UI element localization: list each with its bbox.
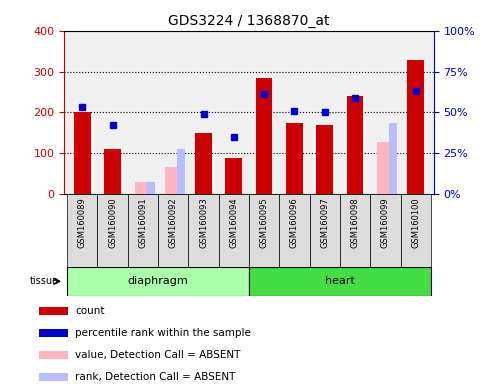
Text: tissue: tissue [30, 276, 59, 286]
Text: diaphragm: diaphragm [128, 276, 188, 286]
Bar [135, 192, 151, 194]
Text: GSM160094: GSM160094 [229, 198, 238, 248]
Text: count: count [75, 306, 105, 316]
Bar [286, 122, 303, 194]
Text: GSM160092: GSM160092 [169, 198, 177, 248]
Bar [176, 149, 185, 194]
Text: GSM160096: GSM160096 [290, 198, 299, 248]
Bar [310, 194, 340, 267]
Text: GSM160093: GSM160093 [199, 198, 208, 248]
Bar [165, 167, 181, 194]
Bar [400, 194, 431, 267]
Text: GSM160099: GSM160099 [381, 198, 390, 248]
Bar [249, 267, 431, 296]
Text: value, Detection Call = ABSENT: value, Detection Call = ABSENT [75, 350, 240, 360]
Title: GDS3224 / 1368870_at: GDS3224 / 1368870_at [168, 14, 330, 28]
Text: GSM160090: GSM160090 [108, 198, 117, 248]
Bar [104, 149, 121, 194]
Bar [98, 194, 128, 267]
Text: GSM160091: GSM160091 [139, 198, 147, 248]
Bar [249, 194, 279, 267]
Bar [195, 133, 212, 194]
Text: percentile rank within the sample: percentile rank within the sample [75, 328, 251, 338]
Text: GSM160095: GSM160095 [260, 198, 269, 248]
Bar [146, 182, 155, 194]
Bar [370, 194, 400, 267]
Bar [67, 267, 249, 296]
Bar [340, 194, 370, 267]
Bar [377, 142, 394, 194]
Bar [158, 194, 188, 267]
Bar [225, 158, 242, 194]
Text: GSM160100: GSM160100 [411, 198, 420, 248]
Bar [135, 182, 151, 194]
Bar [39, 373, 68, 381]
Bar [39, 351, 68, 359]
Bar [39, 329, 68, 337]
Bar [317, 124, 333, 194]
Text: GSM160098: GSM160098 [351, 198, 359, 248]
Text: GSM160097: GSM160097 [320, 198, 329, 248]
Text: heart: heart [325, 276, 355, 286]
Text: GSM160089: GSM160089 [78, 198, 87, 248]
Bar [256, 78, 273, 194]
Bar [39, 307, 68, 315]
Bar [407, 60, 424, 194]
Bar [74, 112, 91, 194]
Bar [388, 122, 397, 194]
Bar [347, 96, 363, 194]
Bar [219, 194, 249, 267]
Bar [128, 194, 158, 267]
Bar [67, 194, 98, 267]
Bar [188, 194, 219, 267]
Bar [279, 194, 310, 267]
Text: rank, Detection Call = ABSENT: rank, Detection Call = ABSENT [75, 372, 235, 382]
